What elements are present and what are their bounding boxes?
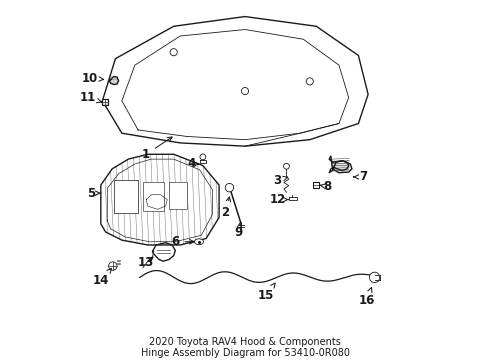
Text: 12: 12 bbox=[270, 193, 288, 206]
Circle shape bbox=[306, 78, 314, 85]
Text: 11: 11 bbox=[80, 91, 101, 104]
Circle shape bbox=[170, 49, 177, 56]
Text: 16: 16 bbox=[358, 288, 375, 307]
Polygon shape bbox=[102, 17, 368, 146]
Text: 5: 5 bbox=[87, 186, 101, 200]
Bar bbox=[143, 182, 164, 211]
Bar bbox=[169, 182, 187, 210]
Text: 4: 4 bbox=[187, 157, 199, 171]
Ellipse shape bbox=[195, 239, 203, 245]
Circle shape bbox=[284, 163, 290, 169]
Text: 10: 10 bbox=[81, 72, 103, 85]
Text: 2: 2 bbox=[221, 197, 230, 219]
Text: 9: 9 bbox=[234, 223, 243, 239]
Circle shape bbox=[369, 272, 380, 283]
Text: 14: 14 bbox=[93, 269, 111, 287]
Circle shape bbox=[242, 87, 248, 95]
Text: 8: 8 bbox=[320, 180, 332, 193]
Text: 2020 Toyota RAV4 Hood & Components
Hinge Assembly Diagram for 53410-0R080: 2020 Toyota RAV4 Hood & Components Hinge… bbox=[141, 337, 349, 358]
Bar bbox=[114, 180, 138, 212]
Circle shape bbox=[109, 262, 117, 270]
Text: 7: 7 bbox=[354, 170, 368, 184]
Polygon shape bbox=[101, 154, 219, 245]
Text: 6: 6 bbox=[171, 235, 194, 248]
Bar bbox=[114, 180, 138, 212]
Circle shape bbox=[225, 184, 234, 192]
Polygon shape bbox=[329, 156, 352, 173]
Circle shape bbox=[200, 154, 206, 160]
Text: 13: 13 bbox=[138, 256, 154, 269]
Text: 3: 3 bbox=[273, 174, 288, 187]
Text: 15: 15 bbox=[258, 283, 275, 302]
Text: 1: 1 bbox=[142, 137, 172, 161]
